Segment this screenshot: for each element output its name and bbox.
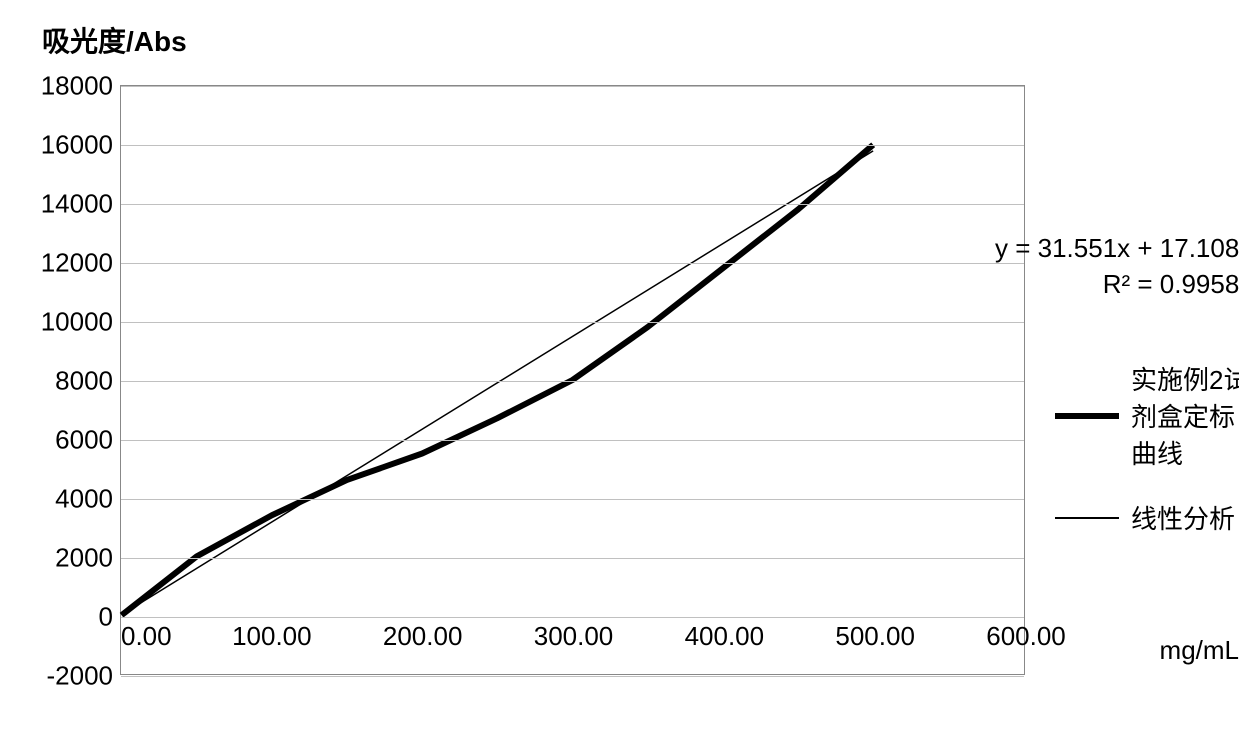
- chart-lines-svg: [121, 86, 1024, 674]
- series-line: [122, 151, 874, 615]
- gridline-h: [121, 322, 1024, 323]
- x-tick-label: 400.00: [685, 621, 765, 652]
- gridline-h: [121, 86, 1024, 87]
- x-tick-label: 500.00: [835, 621, 915, 652]
- x-tick-label: 200.00: [383, 621, 463, 652]
- y-tick-label: 12000: [41, 248, 113, 279]
- y-tick-label: 6000: [55, 425, 113, 456]
- y-tick-label: 8000: [55, 366, 113, 397]
- gridline-h: [121, 617, 1024, 618]
- gridline-h: [121, 204, 1024, 205]
- x-tick-label: 100.00: [232, 621, 312, 652]
- y-tick-label: 16000: [41, 130, 113, 161]
- y-tick-label: -2000: [47, 661, 114, 692]
- y-tick-label: 2000: [55, 543, 113, 574]
- y-axis-title: 吸光度/Abs: [42, 20, 187, 60]
- x-tick-label: 0.00: [121, 621, 172, 652]
- gridline-h: [121, 381, 1024, 382]
- gridline-h: [121, 499, 1024, 500]
- equation-block: y = 31.551x + 17.108 R² = 0.9958: [995, 230, 1239, 303]
- x-axis-title: mg/mL: [1160, 635, 1239, 666]
- equation-line2: R² = 0.9958: [995, 266, 1239, 302]
- legend-item: 线性分析: [1055, 499, 1239, 536]
- legend-swatch: [1055, 413, 1119, 419]
- y-tick-label: 0: [99, 602, 113, 633]
- legend-swatch: [1055, 517, 1119, 519]
- plot-area: -200002000400060008000100001200014000160…: [120, 85, 1025, 675]
- chart-wrapper: 吸光度/Abs -2000020004000600080001000012000…: [20, 20, 1239, 716]
- y-tick-label: 18000: [41, 71, 113, 102]
- gridline-h: [121, 558, 1024, 559]
- legend-item: 实施例2试剂盒定标曲线: [1055, 360, 1239, 471]
- gridline-h: [121, 440, 1024, 441]
- legend: 实施例2试剂盒定标曲线线性分析: [1055, 360, 1239, 564]
- gridline-h: [121, 145, 1024, 146]
- legend-label: 实施例2试剂盒定标曲线: [1131, 360, 1239, 471]
- y-tick-label: 14000: [41, 189, 113, 220]
- gridline-h: [121, 676, 1024, 677]
- x-tick-label: 600.00: [986, 621, 1066, 652]
- y-tick-label: 10000: [41, 307, 113, 338]
- x-tick-label: 300.00: [534, 621, 614, 652]
- gridline-h: [121, 263, 1024, 264]
- equation-line1: y = 31.551x + 17.108: [995, 230, 1239, 266]
- legend-label: 线性分析: [1131, 499, 1235, 536]
- y-tick-label: 4000: [55, 484, 113, 515]
